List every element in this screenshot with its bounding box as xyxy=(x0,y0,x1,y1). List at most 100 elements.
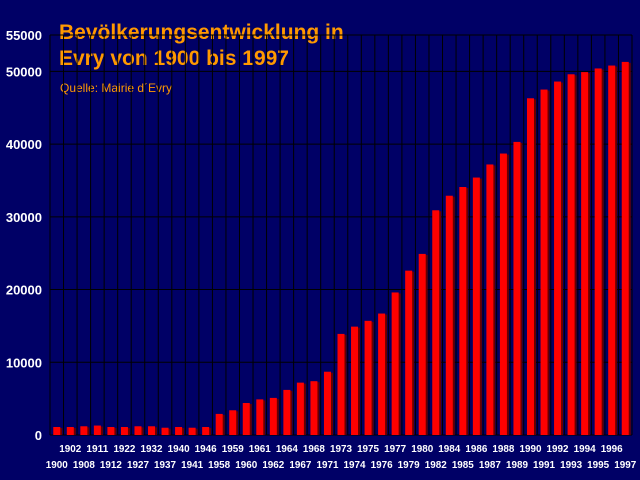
x-tick-label: 1975 xyxy=(357,444,379,455)
x-tick-label: 1941 xyxy=(181,460,203,471)
y-tick-label: 40000 xyxy=(6,137,42,152)
bar xyxy=(486,164,494,436)
bar xyxy=(161,427,169,435)
x-tick-label: 1900 xyxy=(46,460,68,471)
x-tick-label: 1960 xyxy=(235,460,257,471)
bar xyxy=(540,89,548,435)
bar xyxy=(269,397,277,435)
x-tick-label: 1961 xyxy=(249,444,271,455)
x-tick-label: 1991 xyxy=(533,460,555,471)
y-tick-label: 10000 xyxy=(6,355,42,370)
bar xyxy=(472,177,480,435)
y-tick-label: 20000 xyxy=(6,283,42,298)
x-tick-label: 1992 xyxy=(547,444,569,455)
x-tick-label: 1987 xyxy=(479,460,501,471)
x-tick-label: 1922 xyxy=(113,444,135,455)
bar xyxy=(53,427,61,435)
x-tick-label: 1979 xyxy=(398,460,420,471)
x-tick-label: 1993 xyxy=(560,460,582,471)
bar xyxy=(66,427,74,435)
bar xyxy=(581,72,589,435)
bar xyxy=(378,313,386,435)
x-tick-label: 1902 xyxy=(59,444,81,455)
bar xyxy=(256,399,264,435)
bar xyxy=(215,413,223,435)
y-tick-label: 0 xyxy=(35,428,42,443)
x-tick-label: 1937 xyxy=(154,460,176,471)
x-tick-label: 1908 xyxy=(73,460,95,471)
x-tick-label: 1977 xyxy=(384,444,406,455)
bar xyxy=(432,210,440,435)
bar xyxy=(283,389,291,435)
bar xyxy=(554,81,562,435)
chart-title-line-1: Bevölkerungsentwicklung in xyxy=(59,21,344,44)
x-tick-label: 1980 xyxy=(411,444,433,455)
x-tick-label: 1974 xyxy=(344,460,366,471)
y-axis-ticks: 0 10000 20000 30000 40000 50000 55000 xyxy=(6,28,42,443)
x-tick-label: 1958 xyxy=(208,460,230,471)
bar xyxy=(459,187,467,435)
chart-title-line-2: Evry von 1900 bis 1997 xyxy=(59,47,289,70)
bar xyxy=(608,65,616,435)
x-tick-label: 1982 xyxy=(425,460,447,471)
chart-source-note: Quelle: Mairie d´Evry xyxy=(60,81,173,95)
bar xyxy=(391,292,399,435)
bar xyxy=(242,403,250,435)
chart-title: Bevölkerungsentwicklung in Evry von 1900… xyxy=(59,20,344,72)
bar xyxy=(567,74,575,435)
x-tick-label: 1940 xyxy=(168,444,190,455)
x-tick-label: 1988 xyxy=(492,444,514,455)
x-tick-label: 1964 xyxy=(276,444,298,455)
x-tick-label: 1959 xyxy=(222,444,244,455)
x-tick-label: 1911 xyxy=(86,444,108,455)
bar xyxy=(621,61,629,436)
bar xyxy=(513,141,521,435)
bar xyxy=(351,326,359,435)
x-tick-label: 1995 xyxy=(587,460,609,471)
bar xyxy=(594,68,602,436)
x-tick-label: 1985 xyxy=(452,460,474,471)
bar xyxy=(148,426,156,435)
x-tick-label: 1990 xyxy=(519,444,541,455)
x-tick-label: 1997 xyxy=(614,460,636,471)
y-tick-label: 30000 xyxy=(6,210,42,225)
bar xyxy=(188,427,196,435)
bar xyxy=(296,382,304,435)
bar xyxy=(120,427,128,435)
x-tick-label: 1996 xyxy=(601,444,623,455)
bar xyxy=(405,270,413,435)
x-tick-label: 1912 xyxy=(100,460,122,471)
y-tick-label: 55000 xyxy=(6,28,42,43)
x-tick-label: 1967 xyxy=(289,460,311,471)
bar xyxy=(499,153,507,435)
bars xyxy=(53,61,631,436)
bar xyxy=(323,371,331,435)
x-tick-label: 1984 xyxy=(438,444,460,455)
bar xyxy=(526,98,534,435)
bar xyxy=(202,427,210,435)
bar xyxy=(107,427,115,435)
x-tick-label: 1946 xyxy=(195,444,217,455)
bar xyxy=(93,425,101,435)
x-tick-label: 1994 xyxy=(574,444,596,455)
bar xyxy=(418,253,426,435)
bar xyxy=(134,426,142,435)
x-tick-label: 1968 xyxy=(303,444,325,455)
bar xyxy=(337,333,345,435)
x-tick-label: 1962 xyxy=(262,460,284,471)
bar xyxy=(310,381,318,435)
x-tick-label: 1976 xyxy=(371,460,393,471)
x-tick-label: 1927 xyxy=(127,460,149,471)
bar xyxy=(175,427,183,435)
x-tick-label: 1971 xyxy=(316,460,338,471)
bar xyxy=(445,195,453,435)
x-axis-ticks: 1900 1902 1908 1911 1912 1922 1927 1932 1937 1940… xyxy=(46,444,637,471)
x-tick-label: 1986 xyxy=(465,444,487,455)
bar xyxy=(364,320,372,435)
bar xyxy=(80,426,88,435)
bar xyxy=(229,410,237,435)
x-tick-label: 1973 xyxy=(330,444,352,455)
y-tick-label: 50000 xyxy=(6,64,42,79)
x-tick-label: 1989 xyxy=(506,460,528,471)
